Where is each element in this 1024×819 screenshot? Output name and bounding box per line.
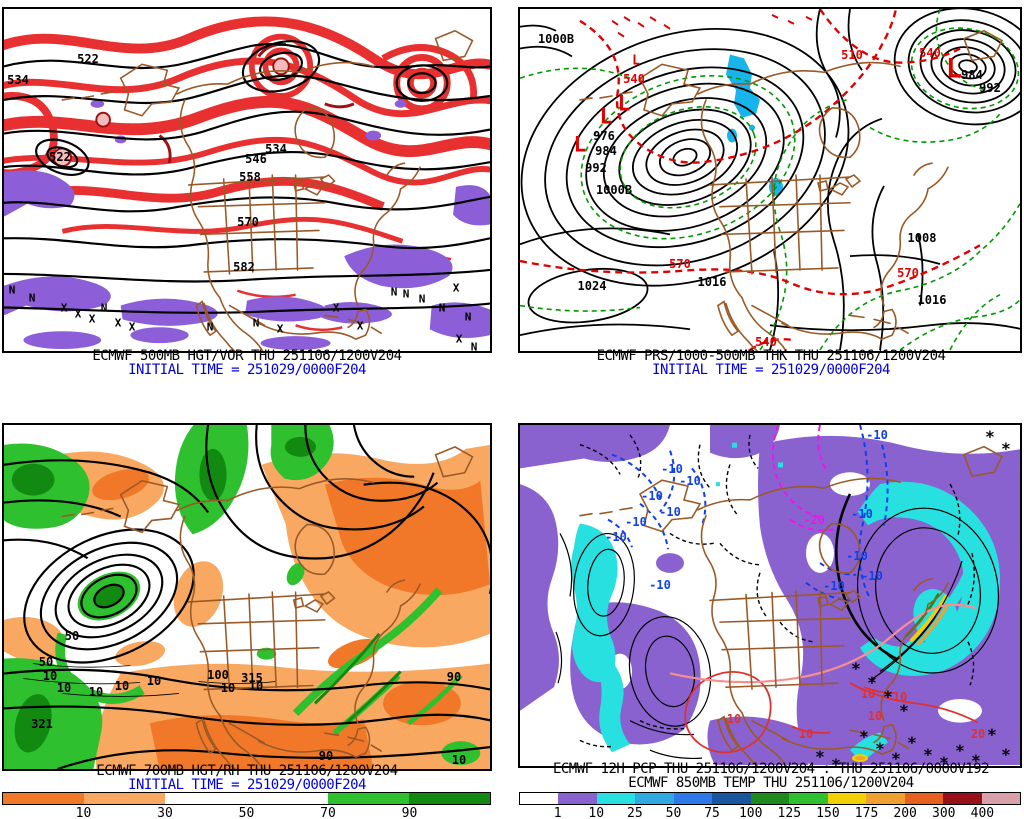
colorbar-segment [635,793,674,804]
colorbar-tick-label: 10 [75,806,92,819]
colorbar-tick-label: 70 [320,806,336,819]
colorbar-tick-labels: 10 30 50 70 90 [2,805,491,819]
colorbar-tick-label: 175 [854,806,879,819]
colorbar-segment [165,793,247,804]
colorbar-segment [673,793,713,804]
rh-colorbar: 10 30 50 70 90 [2,792,491,819]
colorbar-tick-label: 300 [932,806,956,819]
colorbar-segment [981,793,1021,804]
panel4-caption: ECMWF 12H PCP THU 251106/1200V204 : THU … [552,761,990,777]
panel3-initial-time: INITIAL TIME = 251029/0000F204 [128,777,366,793]
colorbar-segment [750,793,790,804]
colorbar-segment [943,793,982,804]
map-pcp-850temp: -10 -10 -10 -10 -10 -10 -10 -10 -10 -10 -10 -10 -20 1… [518,423,1022,773]
colorbar-tick-label: 400 [970,806,995,819]
colorbar-tick-label: 50 [238,806,255,819]
colorbar-segment [904,793,944,804]
map-700mb-hgt-rh: 321 315 50 50 100 90 90 10 10 10 10 10 10 10 10 [2,423,492,771]
colorbar-segment [827,793,867,804]
colorbar-segment [246,793,328,804]
map-art-700mb [4,425,490,769]
colorbar-segment [596,793,636,804]
colorbar-segment [84,793,166,804]
colorbar-tick-label: 100 [738,806,763,819]
panel2-caption: ECMWF PRS/1000-500MB THK THU 251106/1200… [596,348,946,364]
map-500mb-hgt-vor: 534 522 522 534 546 558 570 582 X X X N X X N N X X X N N N N X… [2,7,492,353]
map-art-500mb [4,16,490,351]
colorbar-tick-label: 50 [665,806,682,819]
panel3-caption: ECMWF 700MB HGT/RH THU 251106/1200V204 [96,763,398,779]
colorbar-segment [3,793,85,804]
colorbar-segment [712,793,751,804]
colorbar-tick-label: 25 [627,806,643,819]
pcp-colorbar: 1 10 25 50 75 100 125 150 175 200 300 400 [519,792,1021,819]
colorbar-tick-labels: 1 10 25 50 75 100 125 150 175 200 300 400 [519,805,1021,819]
colorbar-segment [866,793,905,804]
colorbar-tick-label: 90 [401,806,418,819]
colorbar-segment [327,793,409,804]
colorbar-tick-label: 200 [893,806,917,819]
panel1-caption: ECMWF 500MB HGT/VOR THU 251106/1200V204 [92,348,402,364]
map-prs-thickness: 1000B 976 984 992 1000B 1024 1016 1016 1008 984 99… [518,7,1022,353]
map-art-pcp [520,425,1020,766]
map-art-prs [520,9,1020,351]
colorbar-tick-label: 30 [157,806,173,819]
colorbar-tick-label: 125 [777,806,802,819]
colorbar-segments [519,792,1021,805]
colorbar-tick-label: 1 [553,806,562,819]
colorbar-tick-label: 150 [816,806,840,819]
colorbar-tick-label: 75 [704,806,720,819]
panel4-caption2: ECMWF 850MB TEMP THU 251106/1200V204 [628,775,914,791]
colorbar-segments [2,792,491,805]
colorbar-segment [558,793,597,804]
colorbar-segment [789,793,828,804]
colorbar-tick-label: 10 [588,806,605,819]
panel2-initial-time: INITIAL TIME = 251029/0000F204 [652,362,890,378]
colorbar-segment [520,793,559,804]
colorbar-segment [408,793,491,804]
panel1-initial-time: INITIAL TIME = 251029/0000F204 [128,362,366,378]
